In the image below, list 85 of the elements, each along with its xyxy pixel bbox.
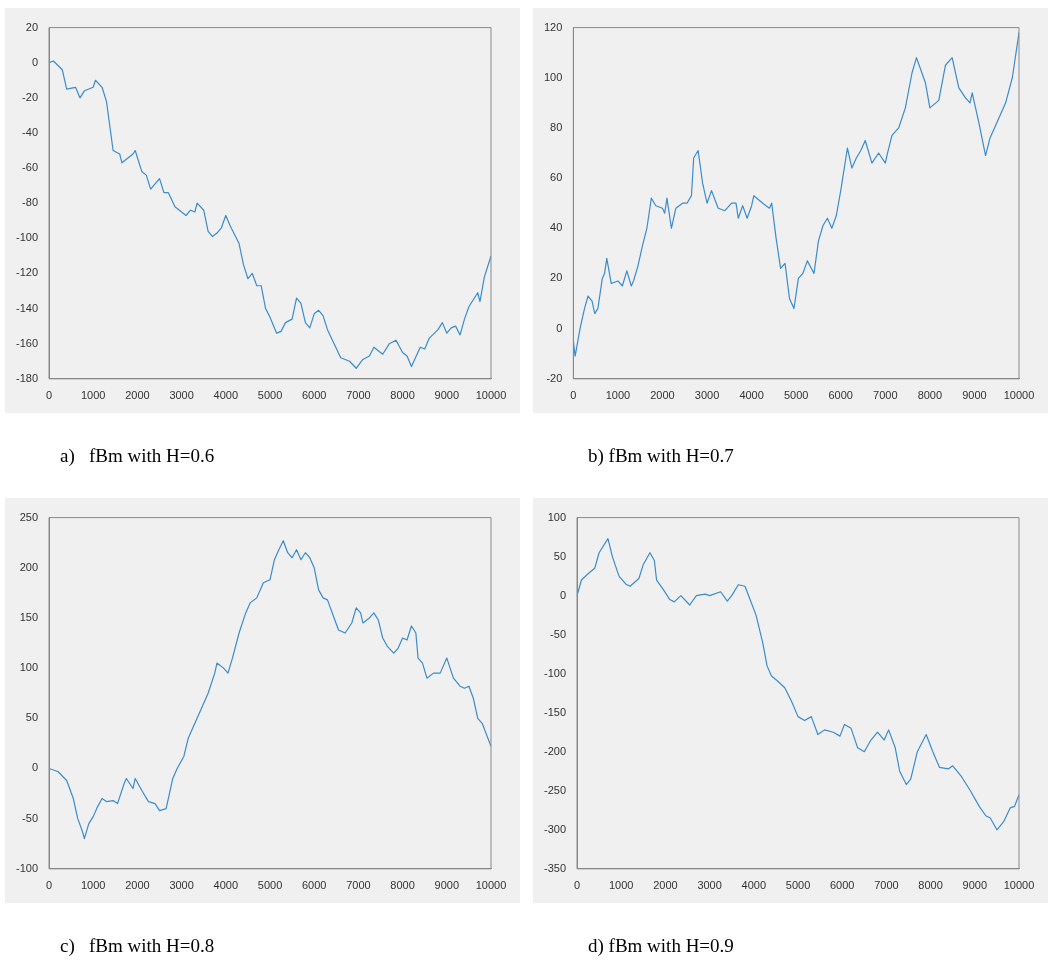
y-tick-label: -100 <box>15 231 39 244</box>
x-tick-label: 1000 <box>608 879 634 892</box>
y-tick-label: 200 <box>19 560 39 573</box>
y-tick-label: -50 <box>550 627 567 640</box>
x-tick-label: 10000 <box>475 389 507 402</box>
y-tick-label: 80 <box>550 120 563 133</box>
x-tick-label: 0 <box>573 879 581 892</box>
y-tick-label: 50 <box>25 711 39 724</box>
y-tick-label: -50 <box>22 811 39 824</box>
x-tick-label: 4000 <box>213 879 239 892</box>
y-tick-label: 100 <box>547 510 567 523</box>
x-tick-label: 3000 <box>169 389 194 402</box>
x-tick-label: 1000 <box>605 389 631 402</box>
x-tick-label: 5000 <box>783 389 809 402</box>
y-tick-label: 100 <box>19 661 39 674</box>
x-tick-label: 6000 <box>828 389 853 402</box>
y-tick-label: 40 <box>550 221 563 234</box>
y-tick-label: 50 <box>553 549 567 562</box>
x-tick-label: 0 <box>45 879 53 892</box>
x-tick-label: 2000 <box>125 879 150 892</box>
y-tick-label: 250 <box>19 510 39 523</box>
y-tick-label: -350 <box>543 861 567 874</box>
x-tick-label: 8000 <box>390 879 415 892</box>
text: b) fBm with H=0.7 <box>588 445 734 467</box>
y-tick-label: -160 <box>15 336 39 349</box>
x-tick-label: 1000 <box>80 879 106 892</box>
x-tick-label: 1000 <box>80 389 106 402</box>
x-tick-label: 8000 <box>390 389 415 402</box>
text: d) fBm with H=0.9 <box>588 935 734 957</box>
x-tick-label: 10000 <box>1003 389 1035 402</box>
y-tick-label: 0 <box>31 761 39 774</box>
y-tick-label: -200 <box>543 744 567 757</box>
y-tick-label: -250 <box>543 783 567 796</box>
y-tick-label: 60 <box>550 171 563 184</box>
x-tick-label: 4000 <box>213 389 239 402</box>
x-tick-label: 9000 <box>962 389 987 402</box>
x-tick-label: 10000 <box>1003 879 1035 892</box>
x-tick-label: 2000 <box>650 389 675 402</box>
y-tick-label: -20 <box>22 90 39 103</box>
y-tick-label: -150 <box>543 705 567 718</box>
x-tick-label: 7000 <box>874 879 899 892</box>
x-tick-label: 4000 <box>741 879 767 892</box>
y-tick-label: -40 <box>22 125 39 138</box>
y-tick-label: 0 <box>31 55 39 68</box>
x-tick-label: 7000 <box>873 389 898 402</box>
x-tick-label: 3000 <box>697 879 722 892</box>
y-tick-label: -180 <box>15 371 39 384</box>
x-tick-label: 8000 <box>917 389 943 402</box>
x-tick-label: 2000 <box>125 389 150 402</box>
x-tick-label: 8000 <box>918 879 943 892</box>
x-tick-label: 9000 <box>434 879 460 892</box>
x-tick-label: 5000 <box>257 389 283 402</box>
y-tick-label: 0 <box>556 321 563 334</box>
y-tick-label: -60 <box>22 161 39 174</box>
x-tick-label: 9000 <box>962 879 988 892</box>
x-tick-label: 9000 <box>434 389 460 402</box>
x-tick-label: 0 <box>45 389 53 402</box>
y-tick-label: 150 <box>19 610 39 623</box>
y-tick-label: 20 <box>25 20 39 33</box>
y-tick-label: -100 <box>15 861 39 874</box>
x-tick-label: 2000 <box>653 879 678 892</box>
y-tick-label: 120 <box>543 20 563 33</box>
x-tick-label: 6000 <box>301 879 327 892</box>
x-tick-label: 7000 <box>346 389 371 402</box>
x-tick-label: 6000 <box>829 879 855 892</box>
x-tick-label: 4000 <box>739 389 764 402</box>
y-tick-label: -100 <box>543 666 567 679</box>
x-tick-label: 10000 <box>475 879 507 892</box>
x-tick-label: 3000 <box>169 879 194 892</box>
y-tick-label: -20 <box>546 371 563 384</box>
x-tick-label: 3000 <box>694 389 720 402</box>
x-tick-label: 6000 <box>301 389 327 402</box>
y-tick-label: -300 <box>543 822 567 835</box>
y-tick-label: 0 <box>559 588 567 601</box>
x-tick-label: 0 <box>570 389 577 402</box>
text: c) fBm with H=0.8 <box>60 935 215 957</box>
x-tick-label: 5000 <box>257 879 283 892</box>
y-tick-label: 20 <box>550 271 563 284</box>
y-tick-label: -80 <box>22 196 39 209</box>
text: a) fBm with H=0.6 <box>60 445 215 467</box>
x-tick-label: 7000 <box>346 879 371 892</box>
y-tick-label: -120 <box>15 266 39 279</box>
y-tick-label: 100 <box>543 70 563 83</box>
x-tick-label: 5000 <box>785 879 811 892</box>
y-tick-label: -140 <box>15 301 39 314</box>
